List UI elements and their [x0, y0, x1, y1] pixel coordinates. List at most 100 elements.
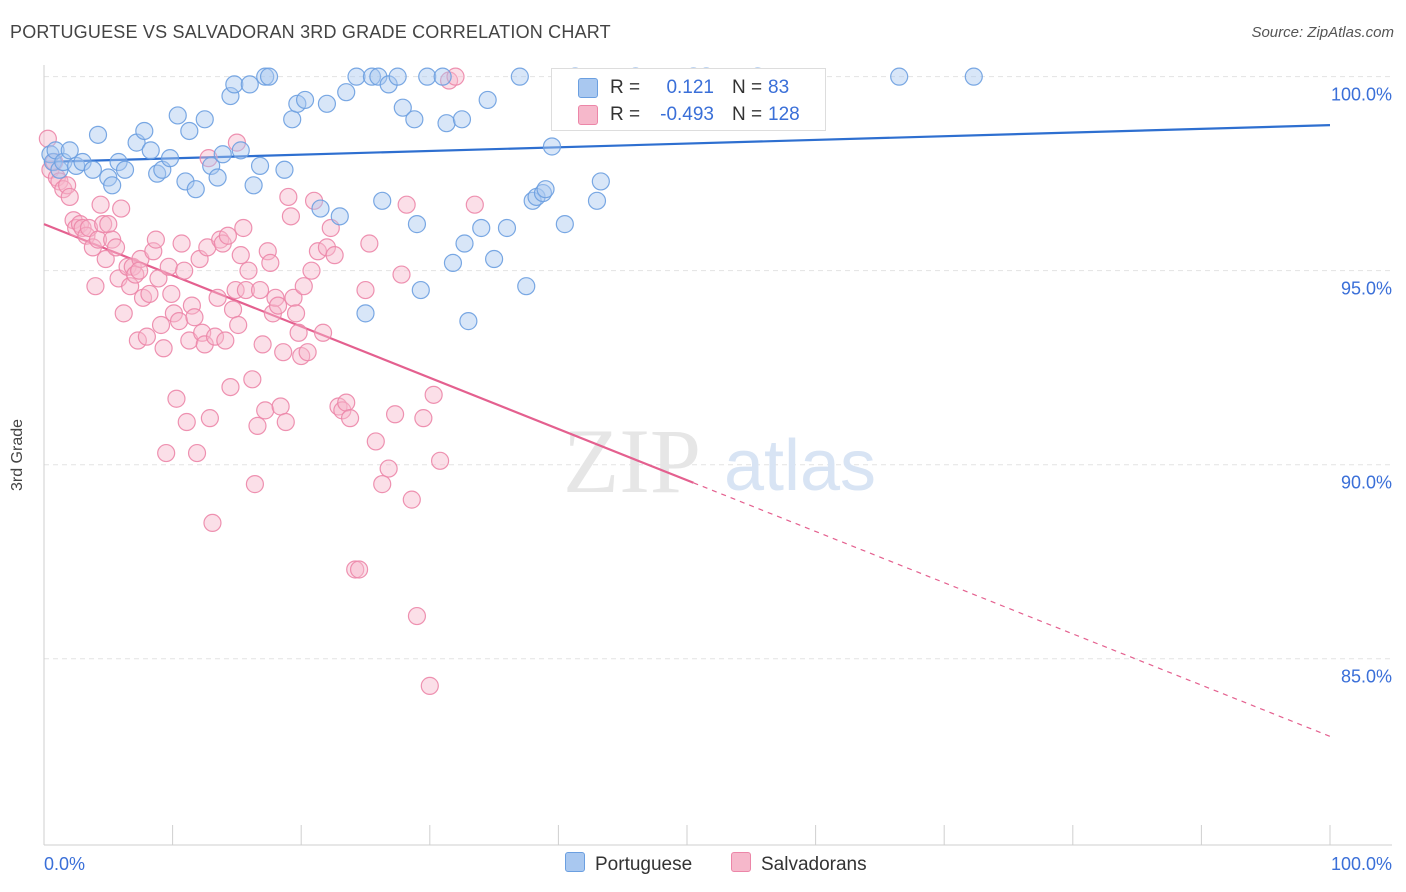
- salvadorans-point: [182, 296, 201, 315]
- salvadorans-point: [114, 304, 133, 323]
- salvadorans-point: [261, 253, 280, 273]
- portuguese-point: [587, 191, 607, 210]
- salvadorans-point: [137, 327, 156, 346]
- n-label: N =: [732, 104, 763, 125]
- portuguese-point: [890, 67, 909, 86]
- salvadorans-point: [96, 249, 115, 269]
- salvadorans-point: [465, 195, 484, 214]
- salvadorans-point: [187, 443, 207, 463]
- salvadorans-point: [271, 397, 290, 416]
- salvadorans-point: [392, 265, 411, 284]
- salvadorans-point: [208, 288, 227, 307]
- portuguese-point: [362, 67, 382, 86]
- salvadorans-point: [349, 560, 369, 579]
- portuguese-point: [259, 67, 279, 86]
- n-value: 128: [768, 104, 800, 125]
- salvadorans-point: [294, 277, 313, 296]
- salvadorans-point: [268, 296, 288, 315]
- portuguese-point: [244, 176, 263, 195]
- data-points: [38, 67, 983, 695]
- salvadorans-point: [407, 606, 427, 626]
- salvadorans-point: [248, 416, 267, 435]
- portuguese-point: [195, 110, 214, 129]
- watermark: ZIP atlas: [563, 410, 876, 512]
- portuguese-point: [405, 110, 424, 129]
- tick-labels: 85.0% 90.0% 95.0% 100.0% 0.0% 100.0%: [44, 85, 1392, 874]
- y-tick-label: 90.0%: [1341, 473, 1392, 493]
- portuguese-point: [497, 218, 517, 238]
- portuguese-point: [437, 114, 456, 133]
- portuguese-point: [208, 168, 227, 187]
- portuguese-point: [542, 137, 562, 156]
- salvadorans-point: [106, 238, 126, 257]
- salvadorans-point: [402, 490, 421, 509]
- salvadorans-point: [239, 261, 258, 280]
- portuguese-point: [88, 125, 108, 144]
- salvadorans-point: [112, 199, 131, 218]
- salvadorans-point: [373, 475, 392, 494]
- salvadorans-point: [130, 261, 149, 280]
- portuguese-point: [160, 149, 180, 168]
- salvadorans-trend-extension: [693, 482, 1331, 737]
- salvadorans-point: [302, 261, 321, 280]
- portuguese-point: [536, 180, 555, 199]
- salvadorans-point: [157, 443, 176, 463]
- salvadorans-point: [154, 339, 173, 358]
- portuguese-swatch: [565, 852, 585, 872]
- portuguese-point: [240, 75, 259, 94]
- legend-label: Portuguese: [595, 854, 693, 875]
- source-label: Source: ZipAtlas.com: [1251, 24, 1394, 41]
- salvadorans-point: [317, 238, 337, 257]
- salvadorans-point: [128, 331, 147, 350]
- portuguese-point: [256, 67, 275, 86]
- y-tick-label: 95.0%: [1341, 279, 1392, 299]
- portuguese-point: [275, 160, 294, 179]
- portuguese-point: [964, 67, 983, 86]
- salvadorans-point: [223, 300, 243, 319]
- legend-item-salvadorans[interactable]: Salvadorans: [731, 852, 867, 876]
- salvadorans-point: [231, 246, 250, 265]
- portuguese-point: [250, 156, 270, 175]
- portuguese-point: [135, 121, 154, 141]
- salvadorans-point: [203, 513, 222, 533]
- watermark-zip: ZIP: [563, 410, 701, 512]
- r-value: -0.493: [660, 104, 714, 125]
- salvadorans-point: [284, 288, 303, 307]
- n-value: 83: [768, 77, 790, 98]
- salvadorans-point: [226, 280, 245, 300]
- salvadorans-point: [140, 284, 159, 304]
- portuguese-point: [180, 121, 199, 141]
- portuguese-point: [472, 218, 491, 238]
- salvadorans-point: [177, 412, 196, 432]
- salvadorans-point: [245, 475, 265, 494]
- portuguese-point: [141, 141, 160, 160]
- salvadorans-point: [446, 67, 465, 86]
- salvadorans-point: [286, 304, 306, 323]
- portuguese-point: [478, 90, 497, 110]
- salvadorans-point: [205, 327, 225, 346]
- salvadorans-point: [200, 409, 219, 428]
- salvadorans-point: [356, 280, 375, 300]
- salvadorans-point: [121, 277, 140, 296]
- salvadorans-point: [274, 343, 293, 362]
- portuguese-point: [411, 280, 430, 300]
- stats-legend-row-salvadorans: R = -0.493 N = 128: [552, 102, 825, 128]
- salvadorans-point: [313, 323, 333, 342]
- salvadorans-point: [258, 242, 277, 261]
- portuguese-point: [459, 312, 478, 331]
- salvadorans-point: [243, 370, 262, 389]
- salvadorans-point: [175, 261, 194, 280]
- portuguese-point: [83, 160, 102, 179]
- portuguese-point: [337, 83, 356, 102]
- salvadorans-point: [159, 257, 178, 276]
- stats-legend: R = 0.121 N = 83 R = -0.493 N = 128: [551, 68, 826, 131]
- salvadorans-point: [325, 246, 344, 265]
- grid-lines: [44, 76, 1392, 660]
- salvadorans-swatch: [578, 105, 598, 125]
- legend-item-portuguese[interactable]: Portuguese: [565, 852, 692, 876]
- x-tick-label: 100.0%: [1331, 854, 1392, 874]
- portuguese-point: [555, 215, 574, 234]
- salvadorans-point: [340, 409, 360, 428]
- salvadorans-point: [236, 280, 256, 300]
